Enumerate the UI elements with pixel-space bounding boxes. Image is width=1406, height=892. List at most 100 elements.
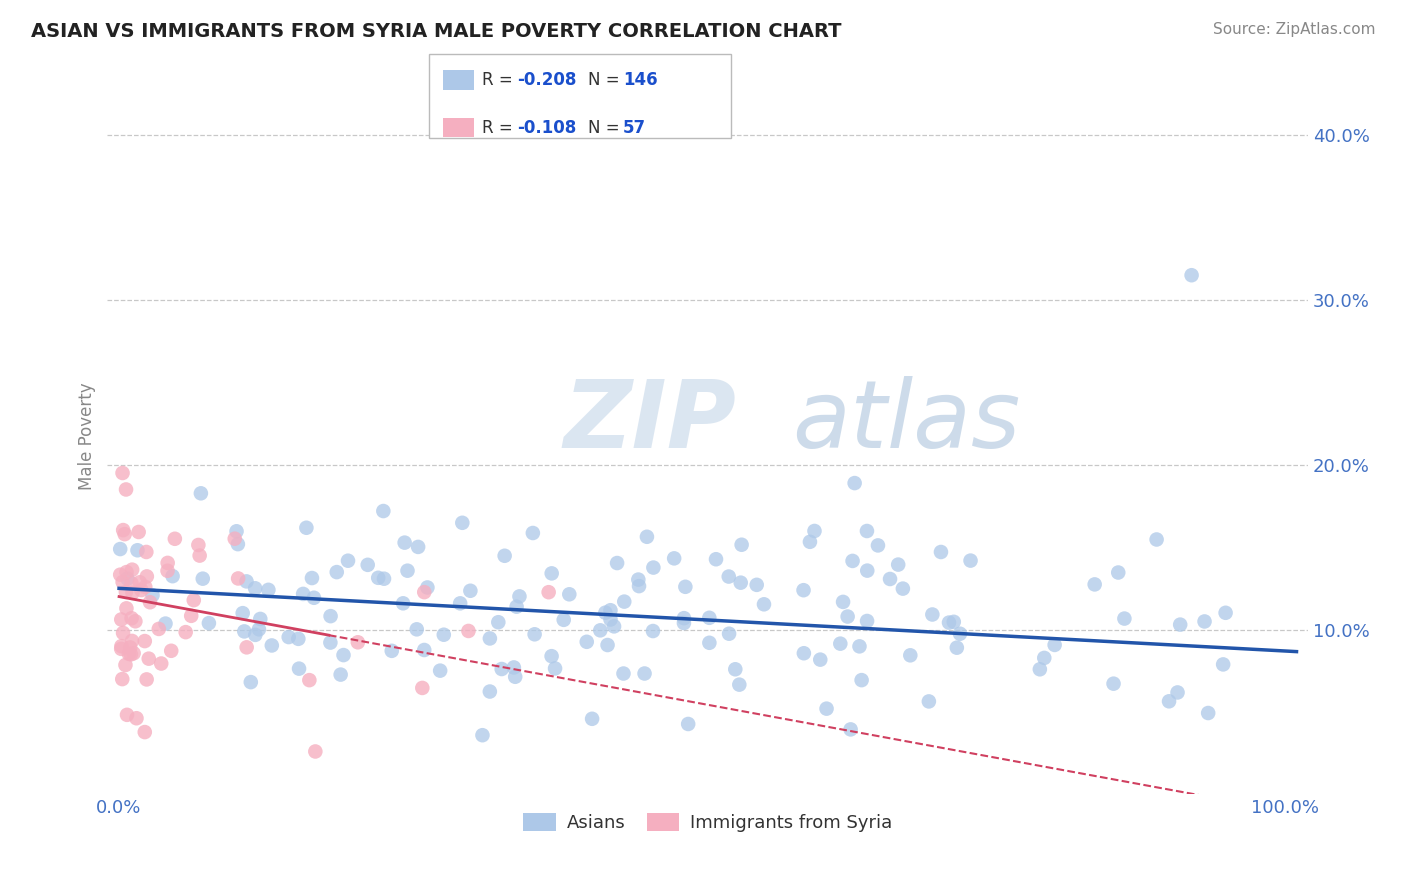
Point	[125, 711, 148, 725]
Point	[298, 673, 321, 687]
Point	[332, 648, 354, 662]
Point	[156, 564, 179, 578]
Point	[134, 725, 156, 739]
Point	[856, 564, 879, 578]
Text: -0.208: -0.208	[517, 71, 576, 89]
Point	[699, 611, 721, 625]
Text: ZIP: ZIP	[564, 376, 737, 467]
Point	[131, 583, 153, 598]
Point	[717, 569, 740, 583]
Text: N =: N =	[588, 71, 624, 89]
Point	[540, 566, 562, 581]
Point	[128, 575, 150, 590]
Point	[1157, 694, 1180, 708]
Point	[135, 569, 157, 583]
Point	[851, 673, 873, 687]
Point	[575, 635, 598, 649]
Point	[672, 615, 695, 630]
Point	[491, 662, 513, 676]
Point	[162, 569, 184, 583]
Point	[156, 556, 179, 570]
Point	[127, 543, 149, 558]
Point	[1084, 577, 1107, 591]
Point	[724, 662, 747, 676]
Point	[478, 684, 501, 698]
Point	[257, 582, 280, 597]
Point	[633, 666, 655, 681]
Point	[301, 571, 323, 585]
Point	[449, 596, 471, 610]
Point	[135, 673, 157, 687]
Y-axis label: Male Poverty: Male Poverty	[79, 382, 96, 490]
Point	[226, 537, 249, 551]
Point	[494, 549, 516, 563]
Point	[247, 623, 270, 637]
Point	[232, 606, 254, 620]
Point	[544, 661, 567, 675]
Point	[606, 556, 628, 570]
Point	[188, 549, 211, 563]
Point	[832, 595, 855, 609]
Point	[118, 647, 141, 661]
Point	[183, 593, 205, 607]
Point	[150, 657, 173, 671]
Point	[636, 530, 658, 544]
Point	[121, 586, 143, 600]
Point	[837, 609, 859, 624]
Point	[460, 583, 482, 598]
Point	[752, 597, 775, 611]
Point	[180, 608, 202, 623]
Point	[478, 632, 501, 646]
Point	[627, 579, 650, 593]
Point	[115, 565, 138, 579]
Point	[112, 626, 135, 640]
Point	[198, 616, 221, 631]
Point	[235, 640, 257, 655]
Point	[728, 678, 751, 692]
Point	[287, 632, 309, 646]
Point	[553, 613, 575, 627]
Point	[405, 623, 427, 637]
Point	[367, 571, 389, 585]
Point	[672, 611, 695, 625]
Point	[1114, 611, 1136, 625]
Point	[225, 524, 247, 539]
Point	[599, 603, 621, 617]
Point	[114, 527, 136, 541]
Point	[245, 628, 267, 642]
Point	[856, 524, 879, 538]
Point	[433, 628, 456, 642]
Point	[558, 587, 581, 601]
Point	[120, 576, 142, 591]
Point	[413, 585, 436, 599]
Point	[730, 575, 752, 590]
Point	[451, 516, 474, 530]
Point	[373, 572, 395, 586]
Point	[508, 590, 530, 604]
Point	[406, 540, 429, 554]
Point	[730, 538, 752, 552]
Point	[856, 614, 879, 628]
Point	[243, 581, 266, 595]
Text: 57: 57	[623, 119, 645, 136]
Point	[163, 532, 186, 546]
Point	[745, 578, 768, 592]
Point	[111, 466, 134, 480]
Point	[502, 660, 524, 674]
Point	[1197, 706, 1219, 720]
Point	[844, 476, 866, 491]
Point	[115, 585, 138, 599]
Point	[793, 583, 815, 598]
Point	[160, 644, 183, 658]
Point	[295, 521, 318, 535]
Point	[1107, 566, 1129, 580]
Point	[392, 596, 415, 610]
Point	[808, 653, 831, 667]
Point	[416, 581, 439, 595]
Point	[394, 535, 416, 549]
Point	[319, 609, 342, 624]
Point	[595, 606, 617, 620]
Point	[589, 624, 612, 638]
Point	[793, 646, 815, 660]
Point	[249, 612, 271, 626]
